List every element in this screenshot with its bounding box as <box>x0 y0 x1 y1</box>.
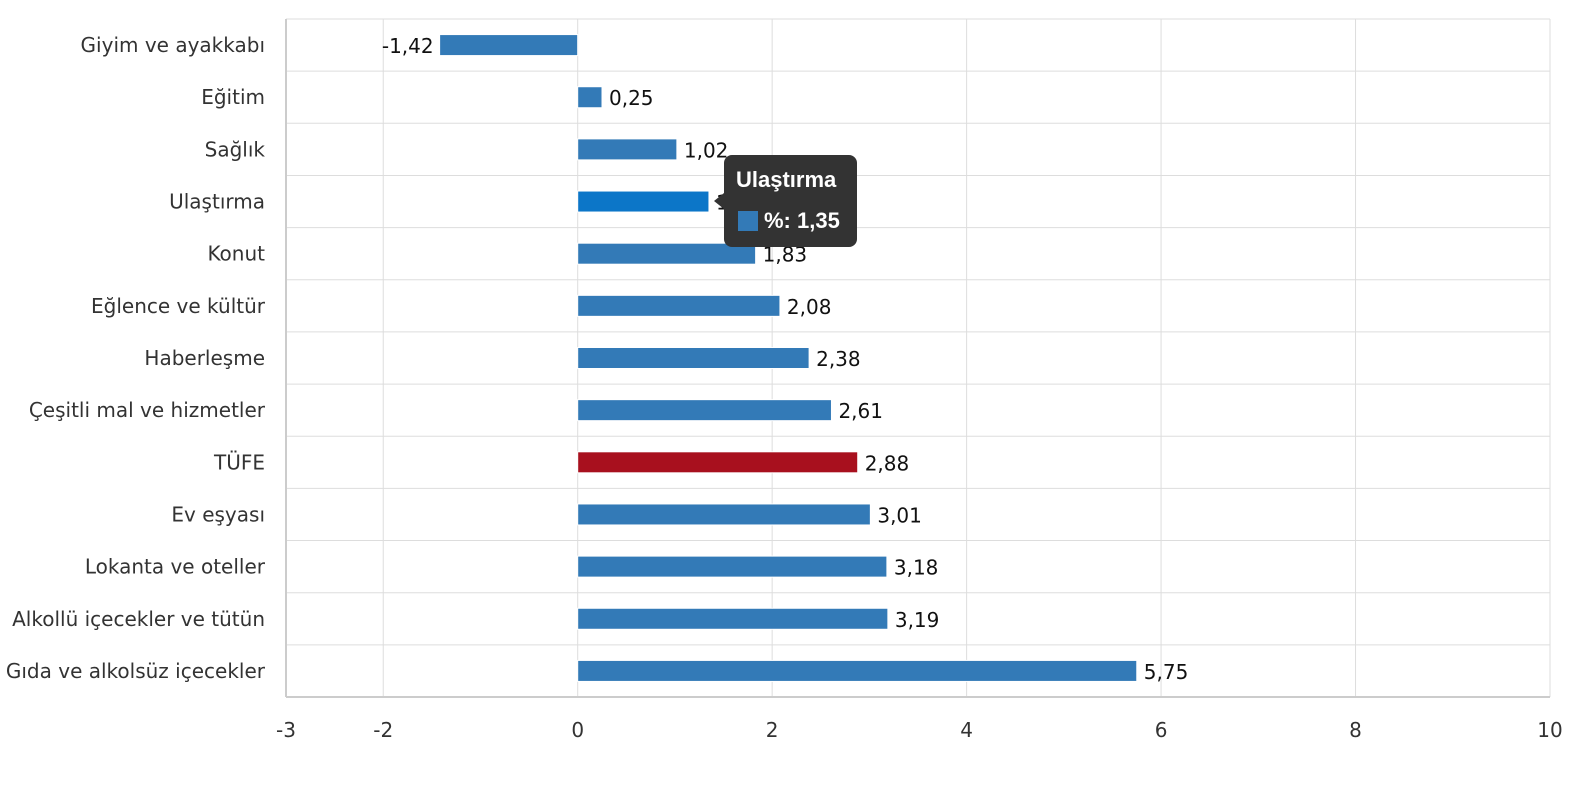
bar <box>577 190 710 213</box>
tooltip-pointer <box>714 193 724 209</box>
data-label: 2,88 <box>865 451 910 475</box>
x-tick-label: -2 <box>373 718 393 742</box>
labels: -3 -2 0 2 4 6 8 10 Giyim ve ayakkabı -1,42 Eğitim 0… <box>6 33 1563 742</box>
category-label: Eğlence ve kültür <box>91 294 266 318</box>
category-label: Haberleşme <box>144 346 265 370</box>
tooltip: Ulaştırma %: 1,35 <box>714 155 857 247</box>
bar <box>439 34 579 57</box>
category-label: Alkollü içecekler ve tütün <box>12 607 265 631</box>
bar <box>577 503 871 526</box>
category-label: Eğitim <box>201 85 265 109</box>
bar <box>577 242 757 265</box>
bar <box>577 451 859 474</box>
tooltip-title: Ulaştırma <box>736 167 837 192</box>
category-label: Lokanta ve oteller <box>85 555 266 579</box>
bar <box>577 86 603 109</box>
tooltip-value: %: 1,35 <box>764 208 840 233</box>
data-label: 3,01 <box>877 503 922 527</box>
category-label: Gıda ve alkolsüz içecekler <box>6 659 266 683</box>
data-label: -1,42 <box>382 34 434 58</box>
bar <box>577 347 810 369</box>
bar <box>577 399 832 422</box>
bar <box>577 607 889 630</box>
category-label: Giyim ve ayakkabı <box>81 33 265 57</box>
category-label: TÜFE <box>213 450 265 474</box>
x-tick-label: 0 <box>571 718 584 742</box>
data-label: 2,08 <box>787 295 832 319</box>
x-tick-label: 6 <box>1155 718 1168 742</box>
bar <box>577 138 678 161</box>
bars <box>439 34 1138 682</box>
bar <box>577 555 888 578</box>
x-tick-label: 10 <box>1537 718 1562 742</box>
category-label: Ulaştırma <box>169 190 265 214</box>
tooltip-series-marker <box>738 211 758 231</box>
data-label: 3,19 <box>895 608 940 632</box>
data-label: 2,61 <box>838 399 883 423</box>
bar <box>577 294 781 317</box>
category-label: Konut <box>207 242 265 266</box>
data-label: 5,75 <box>1144 660 1189 684</box>
bar <box>577 659 1138 682</box>
category-label: Çeşitli mal ve hizmetler <box>29 398 266 422</box>
category-label: Ev eşyası <box>171 502 265 526</box>
grid-lines <box>285 18 1551 698</box>
data-label: 3,18 <box>894 556 939 580</box>
data-label: 1,02 <box>684 138 729 162</box>
data-label: 0,25 <box>609 86 654 110</box>
x-tick-label: -3 <box>276 718 296 742</box>
x-tick-label: 2 <box>766 718 779 742</box>
x-tick-label: 8 <box>1349 718 1362 742</box>
x-tick-label: 4 <box>960 718 973 742</box>
data-label: 2,38 <box>816 347 861 371</box>
category-label: Sağlık <box>205 137 266 161</box>
